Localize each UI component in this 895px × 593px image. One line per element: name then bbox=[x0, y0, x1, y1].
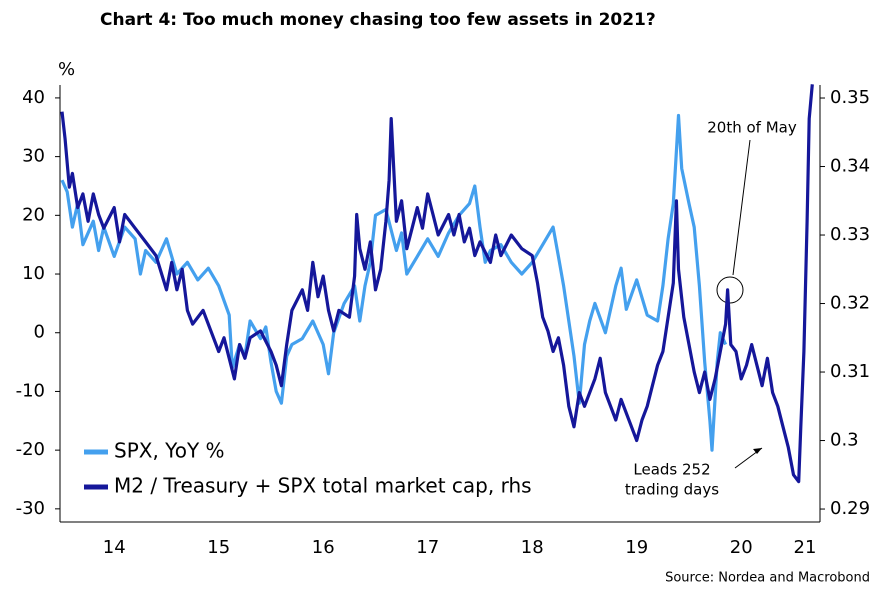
y-tick-label: 30 bbox=[22, 146, 45, 167]
y2-tick-label: 0.3 bbox=[830, 430, 859, 451]
annotation-arrow bbox=[732, 139, 751, 276]
x-tick-label: 20 bbox=[730, 537, 753, 558]
x-tick-label: 18 bbox=[521, 537, 544, 558]
arrow-head bbox=[753, 448, 762, 454]
x-tick-label: 16 bbox=[312, 537, 335, 558]
y-tick-label: 0 bbox=[34, 322, 45, 343]
chart-title: Chart 4: Too much money chasing too few … bbox=[100, 10, 656, 30]
y-tick-label: -30 bbox=[16, 498, 45, 519]
y-tick-label: 40 bbox=[22, 87, 45, 108]
y2-tick-label: 0.31 bbox=[830, 361, 870, 382]
source: Source: Nordea and Macrobond bbox=[665, 571, 870, 586]
y-axis-label: % bbox=[58, 59, 75, 80]
y2-tick-label: 0.33 bbox=[830, 224, 870, 245]
y-tick-label: -10 bbox=[16, 380, 45, 401]
y-tick-label: 20 bbox=[22, 204, 45, 225]
y2-tick-label: 0.29 bbox=[830, 498, 870, 519]
x-tick-label: 14 bbox=[103, 537, 126, 558]
y-tick-label: 10 bbox=[22, 263, 45, 284]
annotation: Leads 252 bbox=[633, 461, 710, 479]
y2-tick-label: 0.32 bbox=[830, 293, 870, 314]
series-line bbox=[60, 84, 814, 484]
legend-label: SPX, YoY % bbox=[114, 439, 225, 463]
y2-tick-label: 0.35 bbox=[830, 87, 870, 108]
legend-label: M2 / Treasury + SPX total market cap, rh… bbox=[114, 474, 532, 498]
annotation: 20th of May bbox=[707, 119, 797, 137]
y2-tick-label: 0.34 bbox=[830, 156, 870, 177]
annotation-circle bbox=[716, 276, 744, 304]
x-tick-label: 21 bbox=[794, 537, 817, 558]
annotation: trading days bbox=[625, 481, 719, 499]
y-tick-label: -20 bbox=[16, 439, 45, 460]
series-line bbox=[60, 113, 728, 452]
x-tick-label: 19 bbox=[625, 537, 648, 558]
x-tick-label: 15 bbox=[207, 537, 230, 558]
x-tick-label: 17 bbox=[416, 537, 439, 558]
